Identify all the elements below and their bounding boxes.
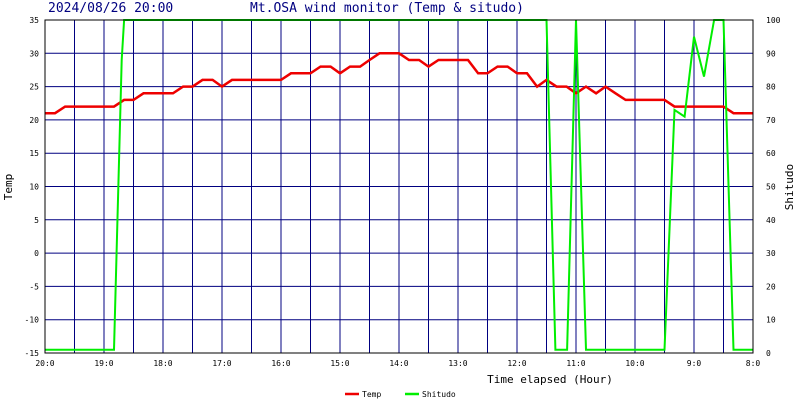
y-tick-label-left: 5 [34, 216, 39, 225]
x-tick-label: 8:0 [746, 359, 761, 368]
x-tick-label: 17:0 [212, 359, 231, 368]
y-axis-label-right: Shitudo [783, 164, 796, 210]
y-tick-label-left: 15 [29, 149, 39, 158]
y-tick-label-left: 25 [29, 83, 39, 92]
chart-timestamp: 2024/08/26 20:00 [48, 1, 174, 16]
legend-label-temp: Temp [362, 390, 381, 399]
series-line-temp [45, 52, 753, 115]
y-tick-label-right: 100 [766, 16, 781, 25]
x-tick-label: 16:0 [271, 359, 290, 368]
y-tick-label-left: -5 [29, 282, 39, 291]
y-tick-label-left: -10 [25, 316, 40, 325]
grid [45, 19, 753, 354]
y-tick-label-left: 10 [29, 183, 39, 192]
x-tick-label: 13:0 [448, 359, 467, 368]
legend: Temp Shitudo [345, 390, 456, 399]
y-tick-label-right: 90 [766, 49, 776, 58]
x-tick-label: 18:0 [153, 359, 172, 368]
y-tick-label-left: 30 [29, 49, 39, 58]
legend-label-shitudo: Shitudo [422, 390, 456, 399]
y-tick-label-right: 20 [766, 282, 776, 291]
x-tick-label: 14:0 [389, 359, 408, 368]
tick-labels: 35302520151050-5-10-15100908070605040302… [25, 16, 781, 368]
y-tick-label-right: 60 [766, 149, 776, 158]
chart-title: Mt.OSA wind monitor (Temp & situdo) [250, 1, 524, 16]
x-tick-label: 12:0 [507, 359, 526, 368]
y-axis-label-left: Temp [2, 174, 15, 201]
x-tick-label: 9:0 [687, 359, 702, 368]
y-tick-label-left: 0 [34, 249, 39, 258]
y-tick-label-right: 50 [766, 183, 776, 192]
x-tick-label: 10:0 [625, 359, 644, 368]
y-tick-label-left: 35 [29, 16, 39, 25]
y-tick-label-right: 40 [766, 216, 776, 225]
y-tick-label-right: 70 [766, 116, 776, 125]
x-axis-label: Time elapsed (Hour) [487, 373, 613, 386]
x-tick-label: 11:0 [566, 359, 585, 368]
y-tick-label-right: 30 [766, 249, 776, 258]
y-tick-label-right: 0 [766, 349, 771, 358]
y-tick-label-left: 20 [29, 116, 39, 125]
y-tick-label-right: 10 [766, 316, 776, 325]
y-tick-label-left: -15 [25, 349, 40, 358]
x-tick-label: 19:0 [94, 359, 113, 368]
plot-frame [44, 19, 754, 354]
y-tick-label-right: 80 [766, 83, 776, 92]
x-tick-label: 15:0 [330, 359, 349, 368]
x-tick-label: 20:0 [35, 359, 54, 368]
